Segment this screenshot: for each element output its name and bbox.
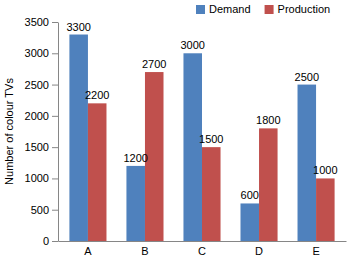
y-tick-label: 2500 [25,79,49,91]
x-tick-label: D [255,245,263,257]
y-tick-mark [52,53,58,54]
legend-label: Production [278,3,331,15]
y-axis: 0 500 1000 1500 2000 2500 3000 3500 [25,16,59,247]
data-label: 2500 [295,71,319,83]
data-label: 2700 [142,58,166,70]
y-tick: 0 [43,235,58,247]
x-tick: E [312,241,319,257]
bar [240,203,259,241]
data-label: 600 [241,189,259,201]
y-tick: 1000 [25,172,58,184]
y-tick: 3000 [25,47,58,59]
x-tick-label: E [312,245,319,257]
bar [183,53,202,241]
legend-swatch [265,5,274,14]
y-tick-label: 1500 [25,141,49,153]
legend-swatch [196,5,205,14]
x-axis: A B C D E [59,241,347,257]
bar [69,35,88,241]
y-tick: 500 [31,204,58,216]
y-tick-mark [52,85,58,86]
plot: 0 500 1000 1500 2000 2500 3000 3500 A B C D E 3300 120… [25,16,347,257]
data-labels: 3300 1200 3000 600 2500 2200 2700 1500 1800 1000 [66,21,337,202]
x-tick: A [84,241,92,257]
y-tick-mark [52,147,58,148]
x-tick-label: C [198,245,206,257]
x-tick: B [141,241,148,257]
x-tick-label: B [141,245,148,257]
bar [202,147,221,241]
bar [259,128,278,241]
y-axis-line [58,23,59,242]
data-label: 1500 [199,133,223,145]
legend-item: Production [265,3,331,15]
y-tick-mark [52,210,58,211]
y-tick-mark [52,116,58,117]
y-tick: 1500 [25,141,58,153]
y-tick-label: 2000 [25,110,49,122]
x-tick-label: A [84,245,92,257]
x-tick: D [255,241,263,257]
y-tick: 2500 [25,79,58,91]
data-label: 3000 [180,39,204,51]
y-tick-mark [52,22,58,23]
x-axis-line [59,241,347,242]
y-tick-mark [52,241,58,242]
data-label: 1200 [123,152,147,164]
y-tick-label: 1000 [25,172,49,184]
y-axis-title: Number of colour TVs [3,78,15,185]
x-tick: C [198,241,206,257]
y-tick-label: 3000 [25,47,49,59]
bar [126,166,145,241]
data-label: 1800 [256,114,280,126]
data-label: 1000 [313,164,337,176]
y-tick-mark [52,178,58,179]
bar [298,85,317,241]
y-tick: 2000 [25,110,58,122]
y-tick-label: 500 [31,204,49,216]
data-label: 2200 [85,89,109,101]
legend-item: Demand [196,3,251,15]
y-tick-label: 0 [43,235,49,247]
data-label: 3300 [66,21,90,33]
y-tick-label: 3500 [25,16,49,28]
legend-label: Demand [209,3,251,15]
bar [88,103,107,241]
bar [316,178,335,241]
bars [69,35,334,241]
legend: Demand Production [196,3,330,15]
chart: 0 500 1000 1500 2000 2500 3000 3500 A B C D E 3300 120… [0,0,354,266]
y-tick: 3500 [25,16,58,28]
